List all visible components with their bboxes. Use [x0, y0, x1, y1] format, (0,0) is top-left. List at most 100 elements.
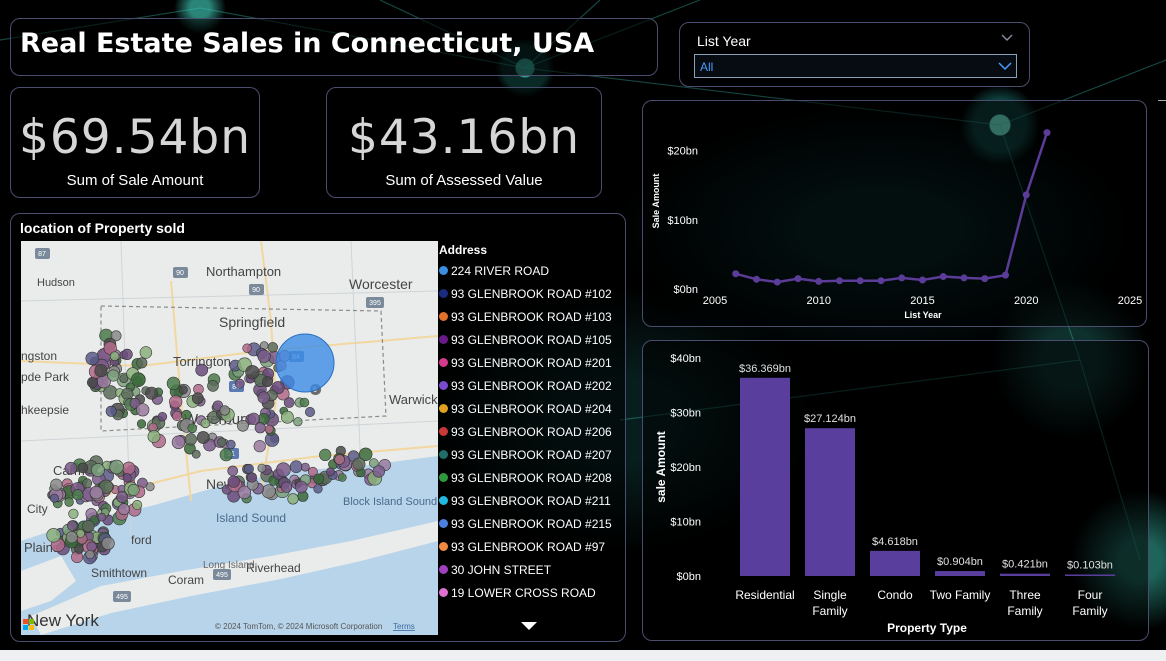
map-point[interactable]: [131, 372, 146, 387]
map-point[interactable]: [207, 380, 219, 392]
map-point[interactable]: [313, 484, 323, 494]
map-point[interactable]: [132, 499, 143, 510]
bar[interactable]: [935, 571, 985, 576]
map-point[interactable]: [243, 463, 254, 474]
map-point[interactable]: [294, 480, 308, 494]
map-point[interactable]: [171, 410, 183, 421]
map-point[interactable]: [101, 536, 115, 551]
map-point[interactable]: [105, 405, 117, 417]
line-point[interactable]: [939, 273, 947, 281]
legend-item[interactable]: 93 GLENBROOK ROAD #215: [439, 512, 619, 535]
map-point[interactable]: [262, 376, 273, 388]
line-point[interactable]: [773, 278, 781, 286]
map-point[interactable]: [166, 376, 181, 391]
map-point[interactable]: [217, 437, 227, 448]
line-point[interactable]: [1002, 271, 1009, 279]
line-point[interactable]: [856, 277, 864, 285]
map-point[interactable]: [136, 357, 148, 369]
map-point[interactable]: [191, 392, 204, 405]
line-point[interactable]: [1022, 191, 1030, 199]
map-point[interactable]: [200, 418, 211, 429]
map-canvas[interactable]: Northampton Worcester Hudson Springfield…: [21, 241, 438, 635]
map-point[interactable]: [237, 485, 252, 500]
map-point[interactable]: [299, 397, 310, 408]
bar[interactable]: [1065, 574, 1115, 577]
map-point[interactable]: [257, 349, 271, 363]
map-point[interactable]: [267, 342, 279, 353]
map-point[interactable]: [227, 465, 238, 477]
map-point[interactable]: [242, 343, 252, 353]
map-point[interactable]: [319, 448, 332, 461]
map-point[interactable]: [234, 378, 245, 389]
map-point[interactable]: [280, 481, 293, 493]
map-point[interactable]: [245, 365, 260, 380]
chevron-down-icon[interactable]: [1001, 31, 1013, 43]
map-point[interactable]: [237, 420, 249, 432]
map-point[interactable]: [136, 419, 147, 429]
map-point[interactable]: [77, 462, 89, 474]
map-point[interactable]: [50, 478, 63, 491]
map-point[interactable]: [157, 412, 168, 422]
line-point[interactable]: [960, 274, 968, 282]
legend-item[interactable]: 93 GLENBROOK ROAD #201: [439, 351, 619, 374]
legend-item[interactable]: 93 GLENBROOK ROAD #208: [439, 466, 619, 489]
line-point[interactable]: [1043, 129, 1051, 137]
map-point[interactable]: [46, 528, 61, 543]
legend-scroll-down-icon[interactable]: [520, 621, 538, 631]
map-point[interactable]: [247, 412, 260, 425]
legend-item[interactable]: 30 JOHN STREET: [439, 558, 619, 581]
map-point[interactable]: [178, 385, 188, 395]
map-point[interactable]: [89, 485, 104, 500]
line-point[interactable]: [877, 277, 885, 285]
map-point[interactable]: [65, 531, 78, 544]
map-point[interactable]: [289, 460, 303, 473]
map-point[interactable]: [264, 424, 274, 434]
legend-item[interactable]: 93 GLENBROOK ROAD #206: [439, 420, 619, 443]
map-point[interactable]: [219, 448, 233, 462]
map-point[interactable]: [325, 467, 335, 477]
map-point[interactable]: [246, 472, 258, 483]
legend-item[interactable]: 93 GLENBROOK ROAD #204: [439, 397, 619, 420]
line-point[interactable]: [981, 275, 989, 283]
map-point[interactable]: [76, 529, 85, 538]
map-point[interactable]: [87, 376, 99, 388]
map-point[interactable]: [169, 395, 183, 409]
line-point[interactable]: [898, 274, 906, 282]
map-point[interactable]: [122, 461, 136, 475]
line-point[interactable]: [919, 276, 926, 284]
map-point[interactable]: [97, 512, 107, 522]
map-point[interactable]: [64, 497, 74, 507]
line-point[interactable]: [753, 275, 760, 283]
map-point[interactable]: [372, 465, 385, 478]
slicer-dropdown[interactable]: All: [694, 54, 1017, 78]
map-point[interactable]: [121, 348, 133, 360]
map-point[interactable]: [147, 430, 161, 443]
legend-item[interactable]: 224 RIVER ROAD: [439, 259, 619, 282]
map-point[interactable]: [86, 541, 97, 552]
map-point[interactable]: [49, 493, 59, 503]
chevron-down-icon[interactable]: [998, 60, 1012, 72]
line-point[interactable]: [815, 277, 823, 285]
legend-item[interactable]: 93 GLENBROOK ROAD #105: [439, 328, 619, 351]
map-point[interactable]: [300, 462, 310, 472]
map-point[interactable]: [94, 364, 108, 378]
map-terms-link[interactable]: Terms: [393, 622, 415, 631]
map-point[interactable]: [118, 503, 130, 516]
map-point[interactable]: [184, 433, 197, 446]
map-point[interactable]: [72, 489, 84, 501]
map-point[interactable]: [257, 391, 270, 404]
map-point[interactable]: [91, 463, 105, 477]
map-point[interactable]: [171, 435, 186, 449]
map-point[interactable]: [307, 466, 318, 477]
map-point[interactable]: [85, 549, 95, 560]
map-point[interactable]: [287, 493, 299, 505]
map-point[interactable]: [85, 351, 100, 366]
map-point[interactable]: [359, 447, 373, 462]
bar[interactable]: [740, 377, 790, 576]
map-point[interactable]: [196, 431, 210, 444]
map-point[interactable]: [82, 520, 95, 533]
map-point[interactable]: [368, 458, 379, 468]
map-point[interactable]: [226, 439, 236, 450]
map-point[interactable]: [293, 417, 303, 427]
line-point[interactable]: [732, 270, 740, 278]
